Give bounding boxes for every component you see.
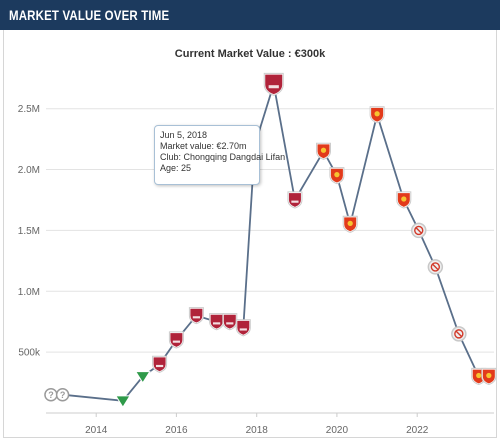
data-point-green[interactable] <box>114 395 131 409</box>
data-point-unknown[interactable]: ? <box>44 387 58 402</box>
x-tick-label: 2016 <box>165 425 188 436</box>
tooltip-club: Club: Chongqing Dangdai Lifan <box>160 152 286 162</box>
data-point-chongqing[interactable] <box>287 191 303 209</box>
data-point-chongqing[interactable] <box>188 307 204 325</box>
data-point-chongqing[interactable] <box>152 355 168 373</box>
data-point-hebei[interactable] <box>481 367 497 386</box>
data-point-hebei[interactable] <box>342 215 358 233</box>
data-point-banned[interactable] <box>451 326 467 342</box>
y-tick-label: 500k <box>18 348 41 359</box>
x-tick-label: 2018 <box>246 425 269 436</box>
header-title: MARKET VALUE OVER TIME <box>9 7 170 23</box>
tooltip-age: Age: 25 <box>160 163 192 173</box>
tooltip-date: Jun 5, 2018 <box>160 130 208 140</box>
svg-text:?: ? <box>60 390 66 400</box>
y-tick-label: 2.5M <box>18 104 40 115</box>
x-tick-label: 2020 <box>326 425 349 436</box>
header-bar: MARKET VALUE OVER TIME <box>0 0 500 30</box>
svg-text:?: ? <box>48 390 54 400</box>
data-point-chongqing[interactable] <box>209 313 225 331</box>
chart-frame <box>3 30 497 438</box>
data-point-hebei[interactable] <box>369 106 385 124</box>
chart-tooltip: Jun 5, 2018 Market value: €2.70m Club: C… <box>154 125 286 185</box>
data-point-hebei[interactable] <box>329 167 345 185</box>
y-tick-label: 2.0M <box>18 165 40 176</box>
data-point-unknown[interactable]: ? <box>55 387 70 402</box>
data-point-hebei[interactable] <box>396 191 412 209</box>
data-point-chongqing[interactable] <box>222 313 238 331</box>
data-point-chongqing[interactable] <box>263 72 284 96</box>
data-point-banned[interactable] <box>410 222 427 239</box>
data-point-chongqing[interactable] <box>168 331 184 349</box>
data-point-hebei[interactable] <box>316 142 332 160</box>
x-tick-label: 2022 <box>406 425 429 436</box>
data-point-green[interactable] <box>134 371 151 384</box>
y-tick-label: 1.0M <box>18 287 40 298</box>
data-point-banned[interactable] <box>427 259 444 275</box>
tooltip-market-value: Market value: €2.70m <box>160 141 247 151</box>
chart-subtitle: Current Market Value : €300k <box>174 48 326 60</box>
y-tick-label: 1.5M <box>18 226 40 237</box>
x-tick-label: 2014 <box>85 425 108 436</box>
data-point-chongqing[interactable] <box>235 319 251 337</box>
series-line <box>50 84 489 402</box>
